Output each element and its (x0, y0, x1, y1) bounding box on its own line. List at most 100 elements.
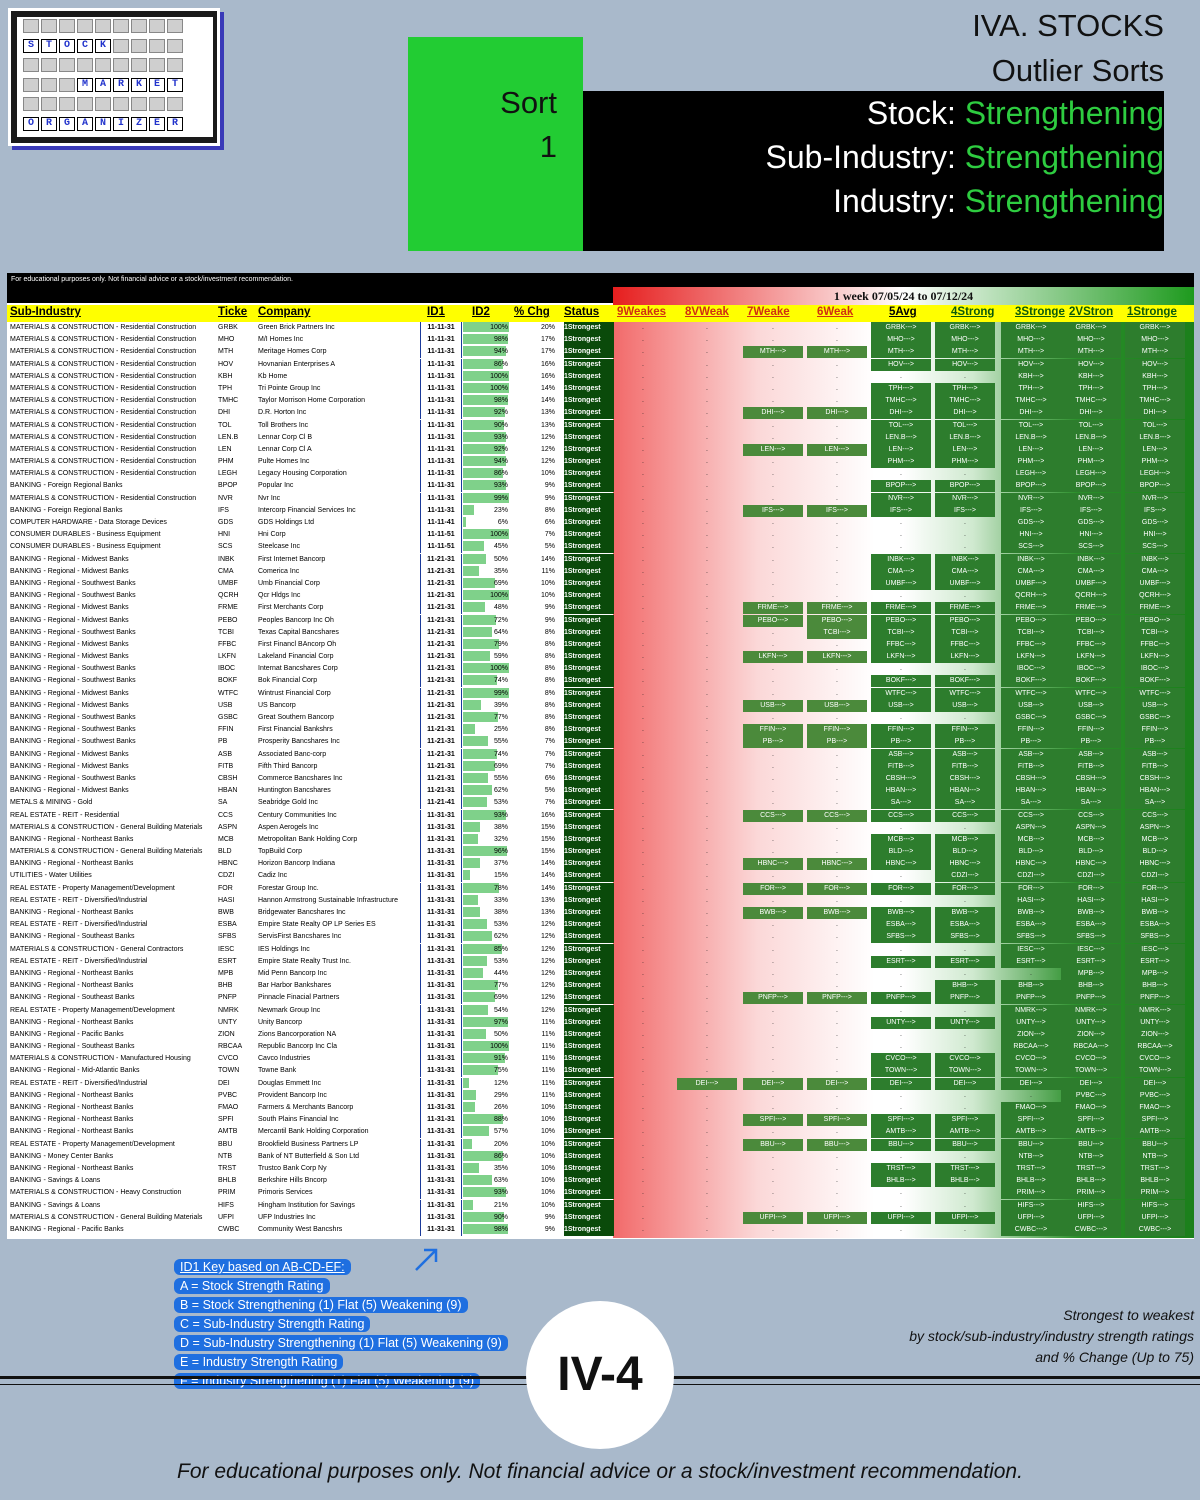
table-row[interactable]: BANKING - Regional - Pacific Banks ZION Zi… (7, 1028, 1194, 1041)
table-row[interactable]: BANKING - Regional - Pacific Banks CWBC Co… (7, 1223, 1194, 1236)
table-row[interactable]: BANKING - Regional - Midwest Banks INBK Fi… (7, 553, 1194, 566)
table-row[interactable]: REAL ESTATE - REIT - Diversified/Industr… (7, 955, 1194, 968)
table-row[interactable]: MATERIALS & CONSTRUCTION - General Build… (7, 821, 1194, 834)
column-header[interactable]: 3Stronge (1015, 306, 1065, 318)
table-row[interactable]: BANKING - Regional - Southwest Banks TCBI… (7, 626, 1194, 639)
table-row[interactable]: BANKING - Regional - Mid-Atlantic Banks T… (7, 1065, 1194, 1078)
table-row[interactable]: BANKING - Regional - Midwest Banks ASB Ass… (7, 748, 1194, 761)
table-row[interactable]: MATERIALS & CONSTRUCTION - Manufactured … (7, 1053, 1194, 1066)
company-cell: Farmers & Merchants Bancorp (258, 1104, 354, 1111)
column-header[interactable]: % Chg (514, 306, 550, 318)
table-row[interactable]: MATERIALS & CONSTRUCTION - Residential C… (7, 419, 1194, 432)
table-row[interactable]: BANKING - Regional - Midwest Banks WTFC Wi… (7, 687, 1194, 700)
column-header[interactable]: 4Strong (951, 306, 995, 318)
table-row[interactable]: MATERIALS & CONSTRUCTION - General Contr… (7, 943, 1194, 956)
table-row[interactable]: MATERIALS & CONSTRUCTION - Heavy Constru… (7, 1187, 1194, 1200)
table-row[interactable]: BANKING - Regional - Midwest Banks PEBO Pe… (7, 614, 1194, 627)
column-header[interactable]: Status (564, 306, 600, 318)
column-header[interactable]: 2VStron (1069, 306, 1114, 318)
table-row[interactable]: MATERIALS & CONSTRUCTION - Residential C… (7, 395, 1194, 408)
table-row[interactable]: MATERIALS & CONSTRUCTION - Residential C… (7, 407, 1194, 420)
table-row[interactable]: BANKING - Regional - Southwest Banks FFIN… (7, 724, 1194, 737)
column-header[interactable]: Company (258, 306, 311, 318)
table-row[interactable]: BANKING - Regional - Midwest Banks HBAN Hu… (7, 785, 1194, 798)
table-row[interactable]: BANKING - Regional - Midwest Banks FFBC Fi… (7, 638, 1194, 651)
table-row[interactable]: BANKING - Regional - Southwest Banks GSBC… (7, 712, 1194, 724)
table-row[interactable]: MATERIALS & CONSTRUCTION - Residential C… (7, 443, 1194, 456)
column-header[interactable]: 5Avg (889, 306, 917, 318)
table-row[interactable]: BANKING - Money Center Banks NTB Bank of N… (7, 1150, 1194, 1163)
table-row[interactable]: BANKING - Regional - Southwest Banks BOKF… (7, 675, 1194, 688)
table-row[interactable]: REAL ESTATE - REIT - Diversified/Industr… (7, 1077, 1194, 1090)
table-row[interactable]: MATERIALS & CONSTRUCTION - Residential C… (7, 492, 1194, 505)
table-row[interactable]: BANKING - Regional - Midwest Banks CMA Com… (7, 565, 1194, 578)
table-row[interactable]: BANKING - Foreign Regional Banks IFS Inter… (7, 504, 1194, 517)
table-row[interactable]: BANKING - Regional - Southwest Banks UMBF… (7, 577, 1194, 590)
column-header[interactable]: 9Weakes (617, 306, 667, 318)
table-row[interactable]: BANKING - Foreign Regional Banks BPOP Popu… (7, 480, 1194, 493)
table-row[interactable]: COMPUTER HARDWARE - Data Storage Devices… (7, 517, 1194, 529)
table-row[interactable]: MATERIALS & CONSTRUCTION - Residential C… (7, 382, 1194, 395)
table-row[interactable]: BANKING - Regional - Midwest Banks FRME Fi… (7, 602, 1194, 615)
table-row[interactable]: BANKING - Savings & Loans HIFS Hingham Ins… (7, 1199, 1194, 1212)
table-row[interactable]: REAL ESTATE - Property Management/Develo… (7, 1138, 1194, 1151)
company-cell: Commerce Bancshares Inc (258, 774, 343, 782)
id2-cell: 100% (490, 592, 508, 600)
table-row[interactable]: MATERIALS & CONSTRUCTION - Residential C… (7, 456, 1194, 469)
table-row[interactable]: BANKING - Regional - Southeast Banks RBCA… (7, 1041, 1194, 1054)
column-header[interactable]: Sub-Industry (10, 306, 81, 318)
table-row[interactable]: BANKING - Regional - Northeast Banks BHB B… (7, 980, 1194, 993)
table-row[interactable]: BANKING - Regional - Northeast Banks MPB M… (7, 967, 1194, 980)
table-row[interactable]: BANKING - Regional - Midwest Banks FITB Fi… (7, 760, 1194, 773)
table-row[interactable]: MATERIALS & CONSTRUCTION - Residential C… (7, 346, 1194, 359)
table-row[interactable]: BANKING - Regional - Northeast Banks TRST… (7, 1162, 1194, 1175)
table-row[interactable]: BANKING - Regional - Northeast Banks AMTB… (7, 1126, 1194, 1139)
column-header[interactable]: 7Weake (747, 306, 790, 318)
column-header[interactable]: ID1 (427, 306, 445, 318)
column-header[interactable]: ID2 (472, 306, 490, 318)
rating-empty: . (836, 519, 838, 526)
table-row[interactable]: MATERIALS & CONSTRUCTION - Residential C… (7, 334, 1194, 347)
table-row[interactable]: BANKING - Savings & Loans BHLB Berkshire H… (7, 1175, 1194, 1188)
status-cell: 1Strongest (564, 614, 614, 627)
table-row[interactable]: BANKING - Regional - Midwest Banks USB US … (7, 699, 1194, 712)
table-row[interactable]: BANKING - Regional - Midwest Banks LKFN La… (7, 651, 1194, 664)
table-row[interactable]: UTILITIES - Water Utilities CDZI Cadiz Inc… (7, 870, 1194, 883)
column-header[interactable]: 8VWeak (685, 306, 729, 318)
table-row[interactable]: REAL ESTATE - REIT - Diversified/Industr… (7, 894, 1194, 907)
table-row[interactable]: BANKING - Regional - Northeast Banks UNTY… (7, 1016, 1194, 1029)
rating-chip: PB---> (743, 736, 803, 749)
table-row[interactable]: METALS & MINING - Gold SA Seabridge Gold I… (7, 797, 1194, 810)
column-header[interactable]: 1Stronge (1127, 306, 1177, 318)
table-row[interactable]: MATERIALS & CONSTRUCTION - General Build… (7, 846, 1194, 859)
table-row[interactable]: REAL ESTATE - Property Management/Develo… (7, 882, 1194, 895)
table-row[interactable]: REAL ESTATE - REIT - Residential CCS Centu… (7, 809, 1194, 822)
table-row[interactable]: BANKING - Regional - Northeast Banks HBNC… (7, 858, 1194, 871)
table-row[interactable]: MATERIALS & CONSTRUCTION - Residential C… (7, 468, 1194, 481)
rating-empty: . (836, 640, 838, 648)
table-row[interactable]: BANKING - Regional - Southwest Banks QCRH… (7, 590, 1194, 603)
rating-empty: . (706, 531, 708, 539)
table-row[interactable]: BANKING - Regional - Southwest Banks PB Pr… (7, 736, 1194, 749)
table-row[interactable]: BANKING - Regional - Northeast Banks FMAO… (7, 1102, 1194, 1114)
rating-chip: FRME---> (743, 602, 803, 615)
table-row[interactable]: MATERIALS & CONSTRUCTION - Residential C… (7, 370, 1194, 383)
table-row[interactable]: BANKING - Regional - Southwest Banks CBSH… (7, 772, 1194, 785)
table-row[interactable]: REAL ESTATE - Property Management/Develo… (7, 1004, 1194, 1017)
table-row[interactable]: BANKING - Regional - Southeast Banks SFBS… (7, 931, 1194, 944)
column-header[interactable]: 6Weak (817, 306, 854, 318)
table-row[interactable]: BANKING - Regional - Northeast Banks BWB B… (7, 907, 1194, 919)
table-row[interactable]: BANKING - Regional - Southeast Banks PNFP… (7, 992, 1194, 1005)
table-row[interactable]: MATERIALS & CONSTRUCTION - Residential C… (7, 431, 1194, 444)
table-row[interactable]: BANKING - Regional - Northeast Banks SPFI… (7, 1114, 1194, 1127)
table-row[interactable]: CONSUMER DURABLES - Business Equipment HN… (7, 529, 1194, 542)
table-row[interactable]: BANKING - Regional - Northeast Banks MCB M… (7, 833, 1194, 846)
table-row[interactable]: BANKING - Regional - Southwest Banks IBOC… (7, 663, 1194, 676)
column-header[interactable]: Ticke (218, 306, 248, 318)
table-row[interactable]: MATERIALS & CONSTRUCTION - Residential C… (7, 358, 1194, 371)
table-row[interactable]: REAL ESTATE - REIT - Diversified/Industr… (7, 919, 1194, 932)
table-row[interactable]: CONSUMER DURABLES - Business Equipment SC… (7, 541, 1194, 554)
table-row[interactable]: BANKING - Regional - Northeast Banks PVBC… (7, 1089, 1194, 1102)
table-row[interactable]: MATERIALS & CONSTRUCTION - Residential C… (7, 322, 1194, 334)
table-row[interactable]: MATERIALS & CONSTRUCTION - General Build… (7, 1211, 1194, 1224)
